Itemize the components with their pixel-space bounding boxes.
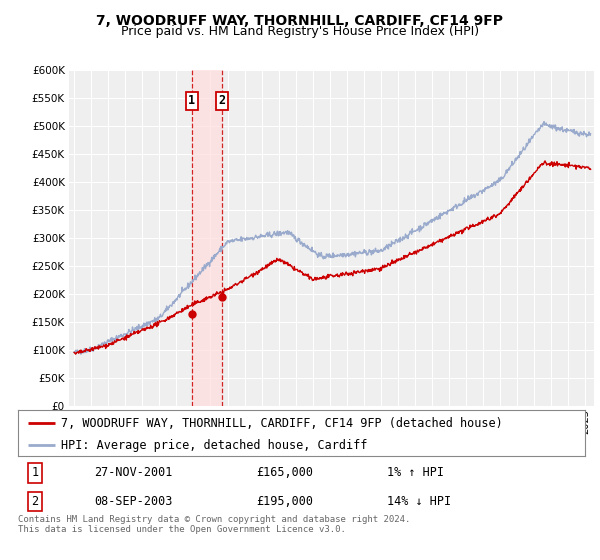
Text: 27-NOV-2001: 27-NOV-2001 [95,466,173,479]
Text: 14% ↓ HPI: 14% ↓ HPI [386,495,451,508]
Text: 7, WOODRUFF WAY, THORNHILL, CARDIFF, CF14 9FP (detached house): 7, WOODRUFF WAY, THORNHILL, CARDIFF, CF1… [61,417,502,430]
Text: £195,000: £195,000 [256,495,313,508]
Text: This data is licensed under the Open Government Licence v3.0.: This data is licensed under the Open Gov… [18,525,346,534]
Text: 1: 1 [188,94,196,108]
Text: 08-SEP-2003: 08-SEP-2003 [95,495,173,508]
Text: 1: 1 [31,466,38,479]
Text: £165,000: £165,000 [256,466,313,479]
Text: 7, WOODRUFF WAY, THORNHILL, CARDIFF, CF14 9FP: 7, WOODRUFF WAY, THORNHILL, CARDIFF, CF1… [97,14,503,28]
Text: 2: 2 [31,495,38,508]
Text: 2: 2 [218,94,226,108]
Text: HPI: Average price, detached house, Cardiff: HPI: Average price, detached house, Card… [61,439,367,452]
Text: Contains HM Land Registry data © Crown copyright and database right 2024.: Contains HM Land Registry data © Crown c… [18,515,410,524]
Text: 1% ↑ HPI: 1% ↑ HPI [386,466,443,479]
Text: Price paid vs. HM Land Registry's House Price Index (HPI): Price paid vs. HM Land Registry's House … [121,25,479,38]
Bar [192,70,222,406]
